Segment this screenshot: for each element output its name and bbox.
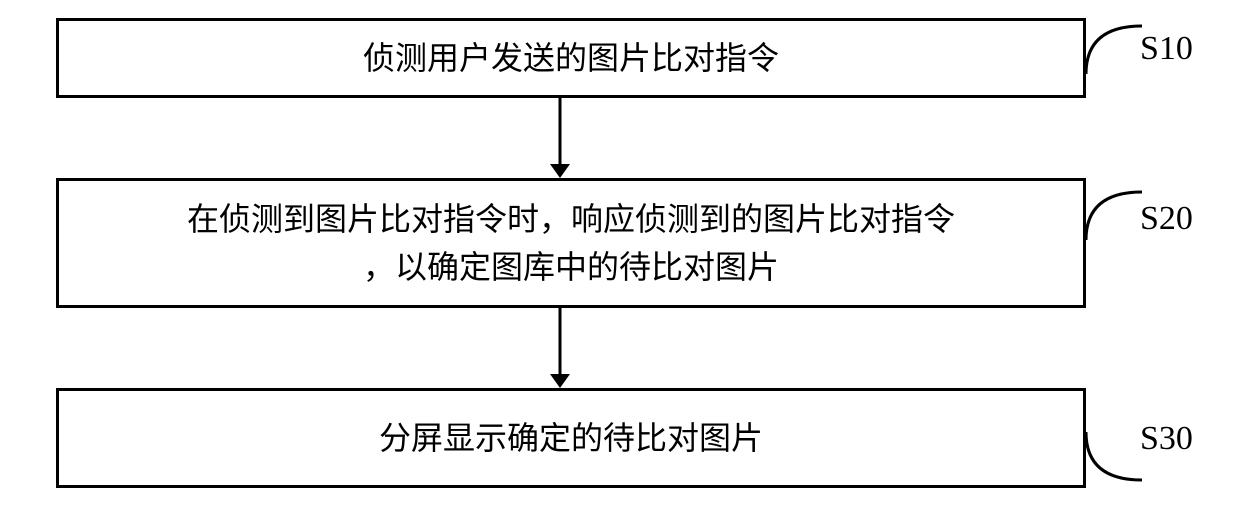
step-label-s10: S10 (1140, 30, 1193, 68)
flow-node-s10: 侦测用户发送的图片比对指令 (56, 18, 1086, 98)
flow-node-s30: 分屏显示确定的待比对图片 (56, 388, 1086, 488)
label-connector-s20 (1086, 190, 1142, 244)
flow-node-s20: 在侦测到图片比对指令时，响应侦测到的图片比对指令 ，以确定图库中的待比对图片 (56, 178, 1086, 308)
flowchart-canvas: 侦测用户发送的图片比对指令 S10 在侦测到图片比对指令时，响应侦测到的图片比对指令… (0, 0, 1239, 522)
flow-node-text-s10: 侦测用户发送的图片比对指令 (363, 34, 779, 82)
flow-arrow-s10-to-s20 (546, 98, 574, 178)
flow-node-text-s20: 在侦测到图片比对指令时，响应侦测到的图片比对指令 ，以确定图库中的待比对图片 (187, 195, 955, 291)
step-label-s30: S30 (1140, 420, 1193, 458)
label-connector-s10 (1086, 24, 1142, 78)
label-connector-s30 (1086, 430, 1142, 484)
flow-arrow-s20-to-s30 (546, 308, 574, 388)
flow-node-text-s30: 分屏显示确定的待比对图片 (379, 414, 763, 462)
step-label-s20: S20 (1140, 200, 1193, 238)
